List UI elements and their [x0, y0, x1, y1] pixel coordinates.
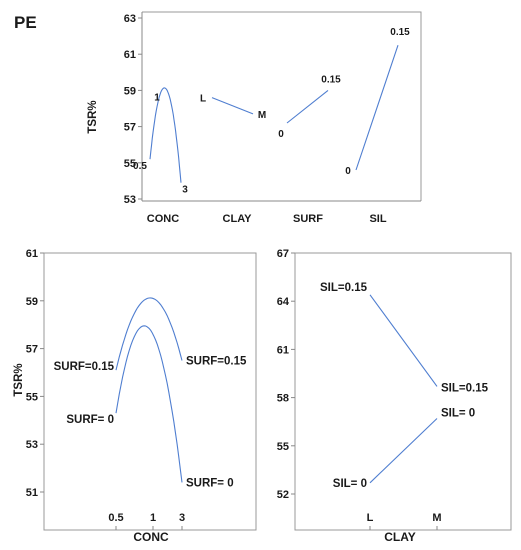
series-start-label: SURF=0.15 [54, 361, 115, 373]
series-start-label: SIL=0.15 [320, 282, 368, 294]
series-end-label: SURF=0.15 [186, 356, 247, 368]
y-tick-label: 57 [124, 122, 136, 134]
y-tick-label: 55 [26, 391, 38, 403]
x-tick-label: 1 [150, 512, 156, 524]
series-end-label: SIL= 0 [441, 407, 475, 419]
series-line [115, 325, 183, 483]
plot-frame [43, 252, 257, 531]
plot-frame [142, 11, 422, 201]
y-axis-label: TSR% [87, 100, 99, 133]
factor-label: CONC [147, 213, 179, 225]
y-tick-label: 61 [124, 49, 136, 61]
y-ticks: 52 55 58 61 64 67 [277, 248, 295, 501]
y-tick-label: 52 [277, 489, 289, 501]
series-line [115, 297, 183, 371]
series-line [369, 418, 438, 484]
y-tick-label: 59 [26, 296, 38, 308]
y-ticks: 51 53 55 57 59 61 [26, 248, 44, 499]
factor-label: SIL [369, 213, 386, 225]
y-ticks: 53 55 57 59 61 63 [124, 13, 142, 206]
series-line [369, 294, 438, 387]
y-axis-label: TSR% [13, 363, 25, 396]
y-tick-label: 53 [26, 439, 38, 451]
series-start-label: SIL= 0 [333, 478, 367, 490]
y-tick-label: 55 [124, 158, 136, 170]
level-label: M [258, 110, 266, 121]
factor-line-clay [211, 97, 254, 115]
factor-label: CLAY [223, 213, 253, 225]
y-tick-label: 64 [277, 296, 290, 308]
factor-labels: CONC CLAY SURF SIL [147, 213, 387, 225]
x-axis-label: CLAY [384, 530, 416, 544]
level-label: 0.5 [133, 161, 147, 172]
series-lines [115, 297, 183, 483]
panel-main-effects: PE TSR% 53 55 57 59 61 63 CONC CLAY SURF SIL 0.5… [14, 11, 422, 225]
factor-label: SURF [293, 213, 323, 225]
series-end-label: SURF= 0 [186, 477, 234, 489]
y-tick-label: 63 [124, 13, 136, 25]
x-tick-label: M [432, 512, 441, 524]
level-labels: 0.5 1 3 L M 0 0.15 0 0.15 [133, 27, 410, 196]
y-tick-label: 58 [277, 393, 289, 405]
factor-line-sil [355, 45, 399, 171]
series-start-label: SURF= 0 [66, 414, 114, 426]
level-label: 1 [154, 93, 160, 104]
y-tick-label: 53 [124, 194, 136, 206]
factor-lines [149, 45, 399, 183]
y-tick-label: 67 [277, 248, 289, 260]
y-tick-label: 51 [26, 487, 38, 499]
level-label: 0.15 [390, 27, 410, 38]
level-label: L [200, 94, 206, 105]
series-lines [369, 294, 438, 484]
y-tick-label: 59 [124, 85, 136, 97]
chart-title: PE [14, 13, 37, 32]
y-tick-label: 57 [26, 344, 38, 356]
x-axis-label: CONC [133, 530, 169, 544]
x-tick-label: 3 [179, 512, 185, 524]
level-label: 0.15 [321, 74, 341, 85]
factor-line-conc [149, 87, 182, 183]
x-tick-label: 0.5 [108, 512, 123, 524]
series-end-label: SIL=0.15 [441, 382, 489, 394]
x-ticks: 0.5 1 3 [108, 512, 185, 530]
series-labels: SIL=0.15 SIL=0.15 SIL= 0 SIL= 0 [320, 282, 489, 490]
level-label: 3 [182, 185, 188, 196]
series-labels: SURF=0.15 SURF=0.15 SURF= 0 SURF= 0 [54, 356, 247, 490]
plot-frame [294, 252, 512, 531]
y-tick-label: 61 [277, 344, 289, 356]
level-label: 0 [278, 129, 284, 140]
factor-line-surf [286, 89, 329, 124]
level-label: 0 [345, 166, 351, 177]
y-tick-label: 61 [26, 248, 38, 260]
x-tick-label: L [367, 512, 374, 524]
y-tick-label: 55 [277, 441, 289, 453]
